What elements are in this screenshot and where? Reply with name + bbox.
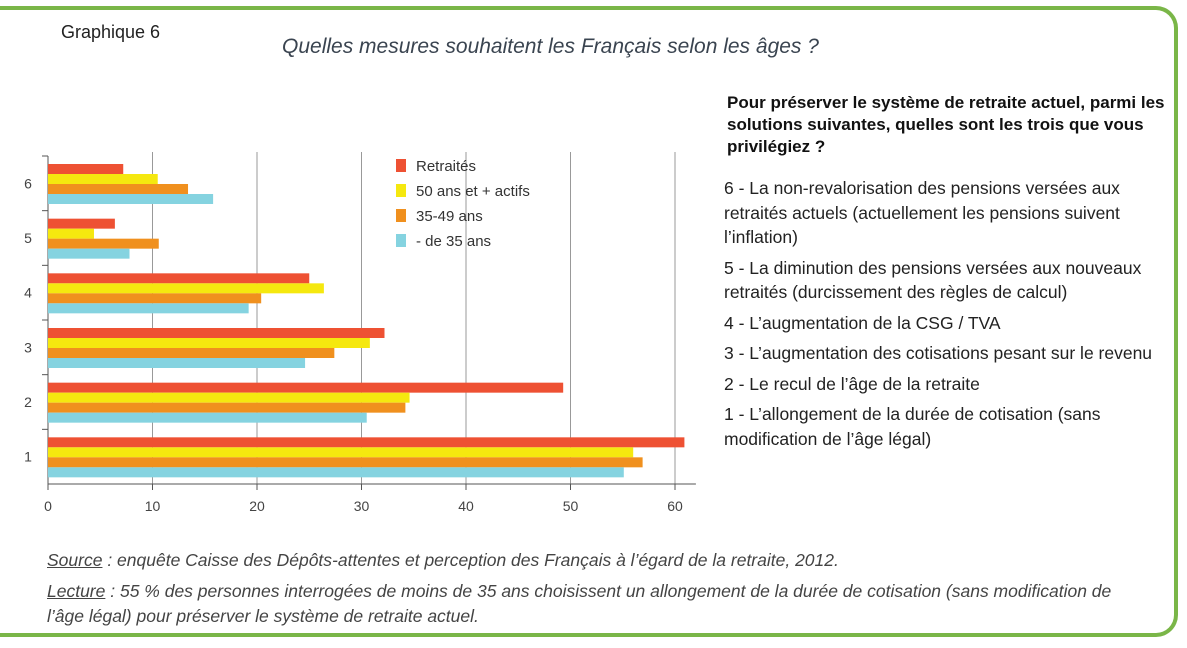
graph-number: Graphique 6 xyxy=(61,22,161,42)
bar-1-0 xyxy=(48,437,685,448)
bar-4-1 xyxy=(48,283,324,294)
bar-5-2 xyxy=(48,238,159,249)
legend-label: 35-49 ans xyxy=(416,208,483,225)
y-tick-label: 6 xyxy=(24,175,32,191)
legend-swatch xyxy=(396,234,406,247)
bar-2-3 xyxy=(48,412,367,423)
bar-3-0 xyxy=(48,328,385,338)
bar-3-2 xyxy=(48,348,335,358)
y-tick-label: 3 xyxy=(24,339,32,355)
measure-3: 3 - L’augmentation des cotisations pesan… xyxy=(724,343,1153,363)
bar-4-0 xyxy=(48,273,310,284)
legend-swatch xyxy=(396,159,406,172)
bar-6-2 xyxy=(48,184,189,194)
bar-5-1 xyxy=(48,228,94,239)
measure-2: 2 - Le recul de l’âge de la retraite xyxy=(724,373,980,394)
x-tick-label: 20 xyxy=(249,498,265,514)
x-tick-label: 10 xyxy=(145,498,161,514)
bar-1-2 xyxy=(48,457,643,468)
reading-label: Lecture xyxy=(47,581,106,601)
measure-5: 5 - La diminution des pensions versées a… xyxy=(724,257,1142,303)
reading-text: : 55 % des personnes interrogées de moin… xyxy=(47,581,1112,626)
bar-4-3 xyxy=(48,303,249,314)
legend-label: 50 ans et + actifs xyxy=(416,183,530,200)
x-tick-label: 30 xyxy=(354,498,370,514)
bar-5-0 xyxy=(48,218,115,229)
bar-1-3 xyxy=(48,467,624,478)
bar-2-2 xyxy=(48,402,406,413)
bar-1-1 xyxy=(48,447,634,458)
y-tick-label: 2 xyxy=(24,394,32,410)
chart-title: Quelles mesures souhaitent les Français … xyxy=(282,35,819,58)
bar-6-1 xyxy=(48,174,158,184)
bar-6-0 xyxy=(48,164,124,174)
question: Pour préserver le système de retraite ac… xyxy=(727,93,1165,156)
bar-3-3 xyxy=(48,358,306,368)
legend-label: Retraités xyxy=(416,158,476,175)
source-note: Source : enquête Caisse des Dépôts-atten… xyxy=(47,548,1127,573)
reading-note: Lecture : 55 % des personnes interrogées… xyxy=(47,579,1127,629)
x-tick-label: 0 xyxy=(44,498,52,514)
legend-label: - de 35 ans xyxy=(416,233,491,250)
x-tick-label: 40 xyxy=(458,498,474,514)
bar-4-2 xyxy=(48,293,262,304)
frame-border xyxy=(0,6,1178,637)
bar-chart: 0 10 20 30 40 50 60 6 5 4 3 2 1 Retraités 50 ans et + … xyxy=(24,152,696,514)
measure-4: 4 - L’augmentation de la CSG / TVA xyxy=(724,312,1001,333)
bar-3-1 xyxy=(48,338,370,348)
x-tick-label: 60 xyxy=(667,498,683,514)
y-tick-label: 4 xyxy=(24,285,32,301)
y-tick-label: 1 xyxy=(24,449,32,465)
source-text: : enquête Caisse des Dépôts-attentes et … xyxy=(102,550,839,570)
bar-6-3 xyxy=(48,194,214,204)
measure-1: 1 - L’allongement de la durée de cotisat… xyxy=(724,404,1101,449)
bar-5-3 xyxy=(48,248,130,259)
legend-swatch xyxy=(396,209,406,222)
measures-list: 6 - La non-revalorisation des pensions v… xyxy=(724,176,1174,457)
y-tick-label: 5 xyxy=(24,230,32,246)
notes: Source : enquête Caisse des Dépôts-atten… xyxy=(47,548,1127,635)
legend-swatch xyxy=(396,184,406,197)
bar-2-1 xyxy=(48,392,410,403)
bar-2-0 xyxy=(48,382,564,393)
source-label: Source xyxy=(47,550,103,570)
measure-6: 6 - La non-revalorisation des pensions v… xyxy=(724,178,1120,247)
x-tick-label: 50 xyxy=(563,498,579,514)
